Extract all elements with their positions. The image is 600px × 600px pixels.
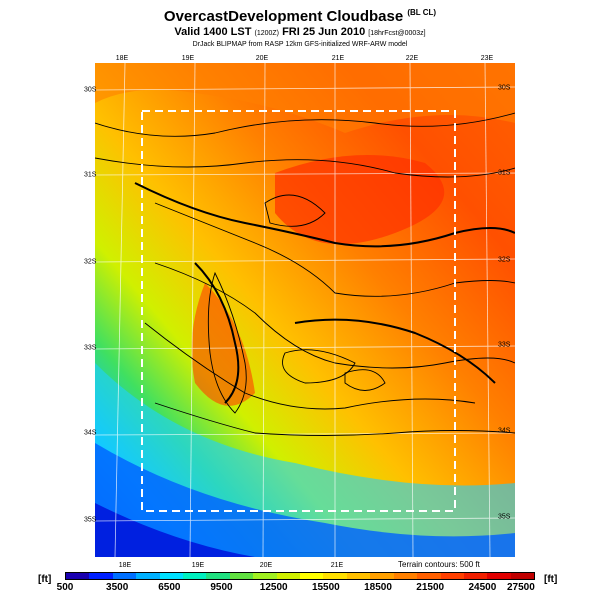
scale-swatch: [417, 573, 441, 579]
lat-label-left: 30S: [84, 86, 97, 94]
scale-tick: 21500: [416, 582, 445, 593]
lat-label-right: 34S: [498, 427, 511, 435]
scale-tick: 6500: [158, 582, 181, 593]
lat-label-left: 33S: [84, 344, 97, 352]
scale-swatch: [440, 573, 464, 579]
scale-tick: 3500: [106, 582, 129, 593]
scale-swatch: [229, 573, 254, 579]
scale-swatch: [66, 573, 90, 579]
scale-swatch: [370, 573, 394, 579]
scale-swatch: [487, 573, 511, 579]
lat-label-left: 32S: [84, 258, 97, 266]
valid-line: Valid 1400 LST (1200Z) FRI 25 Jun 2010 […: [0, 26, 600, 38]
color-scale-ticks: 500 3500 6500 9500 12500 15500 18500 215…: [57, 582, 535, 596]
lon-label-bottom: 21E: [330, 562, 344, 569]
scale-tick: 24500: [468, 582, 497, 593]
map-title: OvercastDevelopment Cloudbase (BL CL): [0, 8, 600, 25]
valid-date: FRI 25 Jun 2010: [282, 26, 366, 38]
forecast-map: [95, 63, 515, 557]
scale-swatch: [300, 573, 324, 579]
lat-label-right: 32S: [498, 256, 511, 264]
scale-swatch: [183, 573, 207, 579]
scale-swatch: [159, 573, 184, 579]
lon-label-top: 23E: [480, 55, 494, 62]
unit-label-left: [ft]: [38, 574, 52, 585]
cloudbase-contours: [134, 182, 515, 404]
lon-label-bottom: 19E: [191, 562, 205, 569]
scale-tick: 18500: [364, 582, 392, 593]
lat-label-right: 35S: [498, 513, 511, 521]
lon-label-top: 20E: [255, 55, 269, 62]
scale-swatch: [463, 573, 488, 579]
terrain-contours: [95, 112, 515, 436]
scale-tick: 27500: [506, 582, 535, 593]
forecast-code: [18hrFcst@0003z]: [368, 30, 426, 37]
scale-tick: 9500: [210, 582, 233, 593]
scale-swatch: [323, 573, 347, 579]
scale-tick: 500: [56, 582, 74, 593]
terrain-note: Terrain contours: 500 ft: [398, 560, 480, 569]
lat-label-right: 33S: [498, 341, 511, 349]
scale-swatch: [393, 573, 418, 579]
lon-label-bottom: 18E: [118, 562, 132, 569]
title-text: OvercastDevelopment Cloudbase: [163, 8, 404, 25]
scale-swatch: [206, 573, 230, 579]
title-sub: (BL CL): [407, 8, 437, 17]
lat-lon-grid: [95, 63, 515, 557]
lat-label-left: 35S: [84, 516, 97, 524]
valid-time: Valid 1400 LST: [174, 26, 252, 38]
scale-swatch: [136, 573, 160, 579]
cloudbase-high-region: [275, 155, 445, 245]
source-line: DrJack BLIPMAP from RASP 12km GFS-initia…: [192, 41, 408, 48]
scale-swatch: [276, 573, 301, 579]
scale-swatch: [346, 573, 371, 579]
scale-swatch: [112, 573, 137, 579]
scale-tick: 12500: [259, 582, 288, 593]
scale-tick: 15500: [311, 582, 340, 593]
valid-code: (1200Z): [254, 30, 280, 37]
lat-label-left: 31S: [84, 171, 97, 179]
lon-label-bottom: 20E: [259, 562, 273, 569]
lat-label-right: 31S: [498, 169, 511, 177]
domain-boundary: [141, 110, 456, 512]
lon-label-top: 22E: [405, 55, 419, 62]
lon-label-top: 19E: [181, 55, 195, 62]
lat-label-left: 34S: [84, 429, 97, 437]
lat-label-right: 30S: [498, 84, 511, 92]
lon-label-top: 21E: [331, 55, 345, 62]
scale-swatch: [89, 573, 113, 579]
scale-swatch: [510, 573, 535, 579]
lon-label-top: 18E: [115, 55, 129, 62]
color-scale-bar: [65, 572, 535, 580]
scale-swatch: [253, 573, 277, 579]
unit-label-right: [ft]: [544, 574, 558, 585]
